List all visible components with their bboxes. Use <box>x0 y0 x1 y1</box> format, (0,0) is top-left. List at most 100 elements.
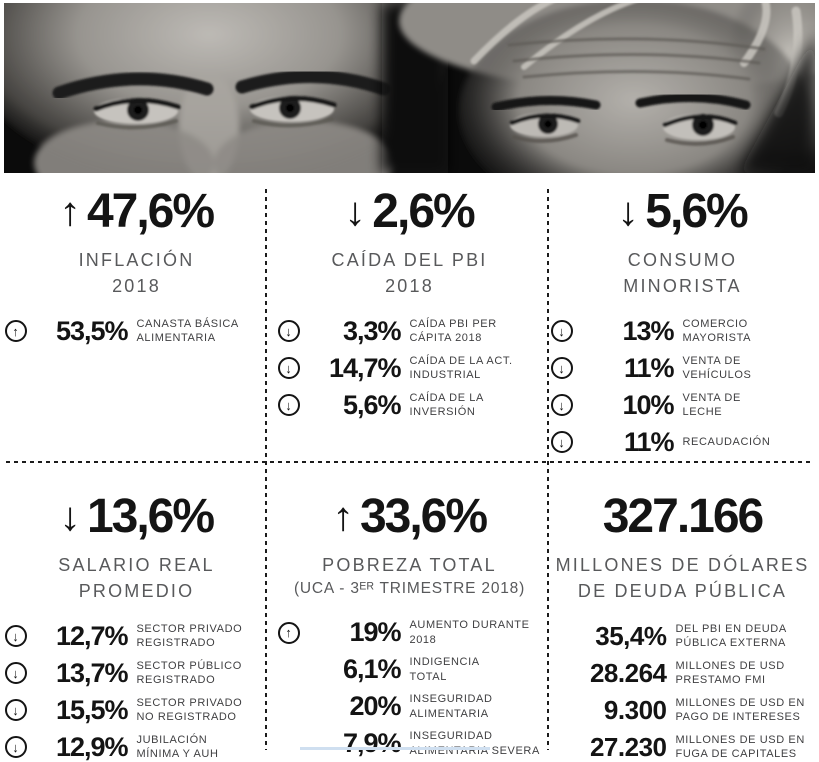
substat-label-line: PRESTAMO FMI <box>675 674 766 687</box>
substat-label: MILLONES DE USD PRESTAMO FMI <box>676 659 817 688</box>
substat-value: 27.230 <box>589 732 667 762</box>
substat-label-line: CAÍDA PBI PER <box>409 317 497 330</box>
substat-label: DEL PBI EN DEUDA PÚBLICA EXTERNA <box>676 622 817 651</box>
substat-label: MILLONES DE USD EN PAGO DE INTERESES <box>676 696 817 725</box>
substat-label: SECTOR PRIVADO REGISTRADO <box>137 622 273 651</box>
substat-label: INDIGENCIA TOTAL <box>410 655 546 684</box>
panel-title-line: CONSUMO <box>627 250 738 270</box>
big-stat-value: 327.166 <box>602 490 765 543</box>
panel-deuda: 327.166 MILLONES DE DÓLARES DE DEUDA PÚB… <box>546 462 819 761</box>
substat-value: 3,3% <box>342 315 402 346</box>
substat-label: AUMENTO DURANTE 2018 <box>410 618 546 647</box>
circled-arrow-down-icon: ↓ <box>277 320 300 343</box>
big-stat-value: 2,6% <box>372 185 475 238</box>
arrow-up-icon: ↑ <box>331 495 354 539</box>
substat-list: ↑ 53,5% CANASTA BÁSICA ALIMENTARIA <box>1 316 273 346</box>
substat-label-line: SECTOR PÚBLICO <box>136 659 242 672</box>
substat-value: 9.300 <box>603 695 667 726</box>
circled-arrow-down-icon: ↓ <box>550 320 573 343</box>
substat-list: ↑ 19% AUMENTO DURANTE 2018 6,1% INDIGENC… <box>274 618 546 759</box>
panel-title-line: PROMEDIO <box>78 581 195 602</box>
icon-slot: ↓ <box>274 394 304 417</box>
substat-row: 7,9% INSEGURIDAD ALIMENTARIA SEVERA <box>274 729 546 759</box>
substat-label-line: ALIMENTARIA <box>409 707 489 720</box>
circled-arrow-down-icon: ↓ <box>550 357 573 380</box>
big-stat-value: 13,6% <box>86 490 215 543</box>
substat-label-line: VENTA DE <box>682 354 741 367</box>
substat-list: ↓ 12,7% SECTOR PRIVADO REGISTRADO ↓ 13,7… <box>1 621 273 762</box>
substat-label-line: NO REGISTRADO <box>136 711 237 724</box>
substat-value: 6,1% <box>342 654 402 685</box>
substat-value: 13,7% <box>55 657 129 688</box>
panel-title-line: INFLACIÓN <box>78 250 195 270</box>
substat-label-line: JUBILACIÓN <box>136 733 208 746</box>
substat-label-line: FUGA DE CAPITALES <box>675 748 797 761</box>
substat-value: 11% <box>623 426 675 457</box>
big-stat-salario: ↓ 13,6% <box>58 490 215 543</box>
substat-row: 9.300 MILLONES DE USD EN PAGO DE INTERES… <box>549 695 817 725</box>
substat-value: 12,7% <box>55 620 129 651</box>
substat-label-line: INVERSIÓN <box>409 406 476 419</box>
substat-row: 6,1% INDIGENCIA TOTAL <box>274 655 546 685</box>
substat-row: ↑ 53,5% CANASTA BÁSICA ALIMENTARIA <box>1 316 273 346</box>
substat-label: JUBILACIÓN MÍNIMA Y AUH <box>137 733 273 762</box>
substat-label-line: RECAUDACIÓN <box>682 436 771 449</box>
panel-title-line: POBREZA TOTAL <box>322 555 497 575</box>
substat-label: COMERCIO MAYORISTA <box>683 317 819 346</box>
substat-label: INSEGURIDAD ALIMENTARIA <box>410 692 546 721</box>
substat-value: 5,6% <box>342 389 402 420</box>
panel-title: SALARIO REAL PROMEDIO <box>58 552 214 604</box>
substat-list: ↓ 13% COMERCIO MAYORISTA ↓ 11% VENTA DE … <box>547 316 819 457</box>
substat-label-line: CAÍDA DE LA <box>409 391 484 404</box>
substat-label-line: ALIMENTARIA SEVERA <box>409 744 540 757</box>
substat-row: 28.264 MILLONES DE USD PRESTAMO FMI <box>549 658 817 688</box>
substat-row: ↓ 12,9% JUBILACIÓN MÍNIMA Y AUH <box>1 732 273 762</box>
icon-slot: ↓ <box>1 699 31 722</box>
substat-label-line: CAÍDA DE LA ACT. <box>409 354 513 367</box>
substat-label-line: INDIGENCIA <box>409 656 480 669</box>
substat-label-line: INDUSTRIAL <box>409 369 481 382</box>
vertical-dashed-divider-1 <box>265 189 267 750</box>
substat-label-line: SECTOR PRIVADO <box>136 622 243 635</box>
substat-value: 28.264 <box>589 658 667 689</box>
circled-arrow-down-icon: ↓ <box>4 625 27 648</box>
hero-photo-frame <box>0 0 819 173</box>
icon-slot: ↓ <box>1 625 31 648</box>
substat-value: 14,7% <box>328 352 402 383</box>
substat-row: ↓ 14,7% CAÍDA DE LA ACT. INDUSTRIAL <box>274 353 546 383</box>
panel-title: CONSUMO MINORISTA <box>623 247 741 299</box>
substat-value: 7,9% <box>342 728 402 759</box>
panel-title-line: 2018 <box>385 276 434 297</box>
substat-label-line: TOTAL <box>409 670 447 683</box>
substat-label: SECTOR PRIVADO NO REGISTRADO <box>137 696 273 725</box>
substat-label-line: ALIMENTARIA <box>136 332 216 345</box>
substat-row: ↓ 10% VENTA DE LECHE <box>547 390 819 420</box>
arrow-down-icon: ↓ <box>58 495 81 539</box>
icon-slot: ↓ <box>1 662 31 685</box>
substat-value: 10% <box>622 389 674 420</box>
substat-label-line: MILLONES DE USD <box>675 659 785 672</box>
circled-arrow-down-icon: ↓ <box>4 736 27 759</box>
icon-slot: ↓ <box>547 320 577 343</box>
substat-label-line: AUMENTO DURANTE <box>409 619 530 632</box>
big-stat-pobreza: ↑ 33,6% <box>331 490 488 543</box>
vertical-dashed-divider-2 <box>547 189 549 750</box>
arrow-down-icon: ↓ <box>617 190 640 234</box>
big-stat-pbi: ↓ 2,6% <box>344 185 475 238</box>
panel-title: CAÍDA DEL PBI 2018 <box>332 247 488 299</box>
circled-arrow-down-icon: ↓ <box>550 394 573 417</box>
substat-label-line: SECTOR PRIVADO <box>136 696 243 709</box>
substat-label-line: INSEGURIDAD <box>409 693 493 706</box>
substat-label-line: MILLONES DE USD EN <box>675 696 805 709</box>
substat-label-line: LECHE <box>682 406 723 419</box>
substat-row: 27.230 MILLONES DE USD EN FUGA DE CAPITA… <box>549 732 817 762</box>
big-stat-value: 33,6% <box>359 490 488 543</box>
substat-label-line: VENTA DE <box>682 391 741 404</box>
substat-label: VENTA DE LECHE <box>683 391 819 420</box>
big-stat-deuda: 327.166 <box>602 490 765 543</box>
substat-label-line: CANASTA BÁSICA <box>136 317 239 330</box>
panel-title: MILLONES DE DÓLARES DE DEUDA PÚBLICA <box>556 552 810 604</box>
substat-label-line: MILLONES DE USD EN <box>675 733 805 746</box>
substat-label-line: VEHÍCULOS <box>682 369 752 382</box>
substat-list: ↓ 3,3% CAÍDA PBI PER CÁPITA 2018 ↓ 14,7%… <box>274 316 546 420</box>
